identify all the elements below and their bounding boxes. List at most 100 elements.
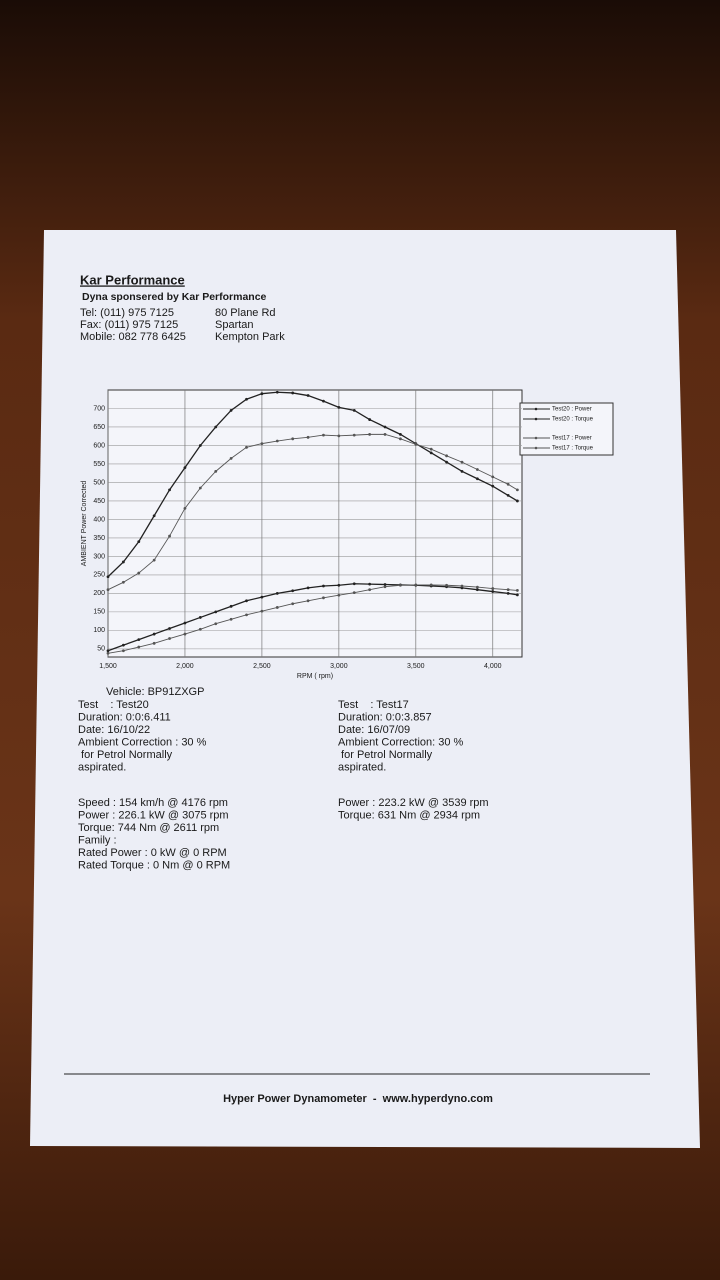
data-point bbox=[491, 475, 495, 479]
info-line: Rated Torque : 0 Nm @ 0 RPM bbox=[78, 859, 230, 871]
data-point bbox=[337, 583, 341, 587]
data-point bbox=[183, 621, 187, 625]
data-point bbox=[291, 437, 295, 441]
data-point bbox=[260, 392, 264, 396]
data-point bbox=[383, 425, 387, 429]
data-point bbox=[383, 432, 387, 436]
address-line: Kempton Park bbox=[215, 331, 285, 343]
info-line: aspirated. bbox=[338, 761, 386, 773]
data-point bbox=[275, 439, 279, 443]
x-tick-label: 3,500 bbox=[407, 663, 425, 670]
data-point bbox=[291, 589, 295, 593]
data-point bbox=[152, 514, 156, 518]
data-point bbox=[383, 583, 387, 586]
data-point bbox=[260, 442, 264, 446]
data-point bbox=[152, 641, 156, 645]
data-point bbox=[506, 482, 510, 486]
data-point bbox=[475, 468, 479, 471]
company-title: Kar Performance bbox=[80, 272, 185, 287]
data-point bbox=[515, 589, 519, 592]
data-point bbox=[306, 435, 310, 439]
data-point bbox=[183, 466, 187, 470]
series-line bbox=[107, 584, 518, 654]
data-point bbox=[106, 588, 110, 592]
info-line: Speed : 154 km/h @ 4176 rpm bbox=[78, 797, 228, 809]
data-point bbox=[137, 638, 141, 642]
data-point bbox=[214, 425, 218, 429]
data-point bbox=[214, 622, 218, 626]
data-point bbox=[352, 408, 356, 412]
y-tick-label: 550 bbox=[93, 461, 105, 468]
data-point bbox=[183, 632, 187, 636]
address-line: 80 Plane Rd bbox=[215, 307, 276, 319]
info-line: Duration: 0:0:3.857 bbox=[338, 711, 432, 723]
legend-dot bbox=[534, 417, 538, 421]
data-point bbox=[352, 433, 356, 437]
info-line: Torque: 631 Nm @ 2934 rpm bbox=[338, 809, 480, 821]
data-point bbox=[137, 540, 141, 544]
x-axis-label: RPM ( rpm) bbox=[297, 673, 333, 680]
data-point bbox=[399, 432, 402, 436]
data-point bbox=[275, 390, 279, 394]
legend-label: Test17 : Power bbox=[552, 436, 592, 442]
data-point bbox=[368, 418, 372, 421]
data-point bbox=[506, 588, 510, 592]
y-axis-label: AMBIENT Power Corrected bbox=[81, 481, 88, 567]
address-line: Spartan bbox=[215, 319, 254, 331]
legend-label: Test17 : Torque bbox=[552, 446, 594, 452]
data-point bbox=[445, 460, 448, 464]
info-line: Date: 16/07/09 bbox=[338, 724, 410, 736]
data-point bbox=[429, 447, 433, 451]
data-point bbox=[214, 469, 218, 473]
data-point bbox=[475, 477, 479, 481]
data-point bbox=[121, 643, 125, 647]
y-tick-label: 400 bbox=[93, 516, 105, 523]
plot-area bbox=[107, 389, 523, 658]
data-point bbox=[491, 587, 495, 590]
vehicle: Vehicle: BP91ZXGP bbox=[106, 686, 204, 698]
legend-label: Test20 : Torque bbox=[552, 417, 594, 423]
y-tick-label: 600 bbox=[93, 442, 105, 449]
data-point bbox=[183, 506, 187, 510]
data-point bbox=[198, 444, 202, 447]
data-point bbox=[306, 599, 310, 603]
y-tick-label: 150 bbox=[93, 609, 105, 616]
data-point bbox=[322, 399, 325, 403]
info-line: Family : bbox=[78, 834, 117, 846]
x-tick-label: 1,500 bbox=[99, 663, 117, 670]
data-point bbox=[229, 457, 233, 460]
data-point bbox=[429, 583, 433, 587]
data-point bbox=[260, 595, 264, 599]
data-point bbox=[106, 651, 110, 655]
y-tick-label: 200 bbox=[93, 590, 105, 597]
info-line: Power : 223.2 kW @ 3539 rpm bbox=[338, 797, 489, 809]
info-line: Ambient Correction : 30 % bbox=[78, 736, 207, 748]
data-point bbox=[245, 613, 248, 617]
data-point bbox=[168, 627, 171, 630]
subtitle: Dyna sponsered by Kar Performance bbox=[82, 291, 267, 303]
data-point bbox=[260, 609, 264, 613]
data-point bbox=[383, 585, 387, 589]
data-point bbox=[168, 488, 171, 492]
data-point bbox=[137, 645, 141, 649]
y-tick-label: 350 bbox=[93, 535, 105, 542]
data-point bbox=[337, 405, 341, 409]
data-point bbox=[275, 591, 279, 595]
data-point bbox=[121, 560, 125, 564]
data-point bbox=[460, 460, 464, 464]
info-line: for Petrol Normally bbox=[338, 749, 433, 761]
legend-dot bbox=[534, 436, 538, 440]
data-point bbox=[322, 584, 325, 588]
data-point bbox=[322, 596, 325, 600]
data-point bbox=[475, 585, 479, 589]
data-point bbox=[121, 649, 125, 653]
data-point bbox=[399, 437, 402, 441]
data-point bbox=[137, 571, 141, 575]
info-line: Ambient Correction: 30 % bbox=[338, 736, 464, 748]
legend-dot bbox=[534, 446, 538, 450]
y-tick-label: 50 bbox=[97, 646, 105, 653]
data-point bbox=[322, 433, 325, 437]
data-point bbox=[429, 451, 433, 455]
footer: Hyper Power Dynamometer - www.hyperdyno.… bbox=[223, 1093, 493, 1105]
